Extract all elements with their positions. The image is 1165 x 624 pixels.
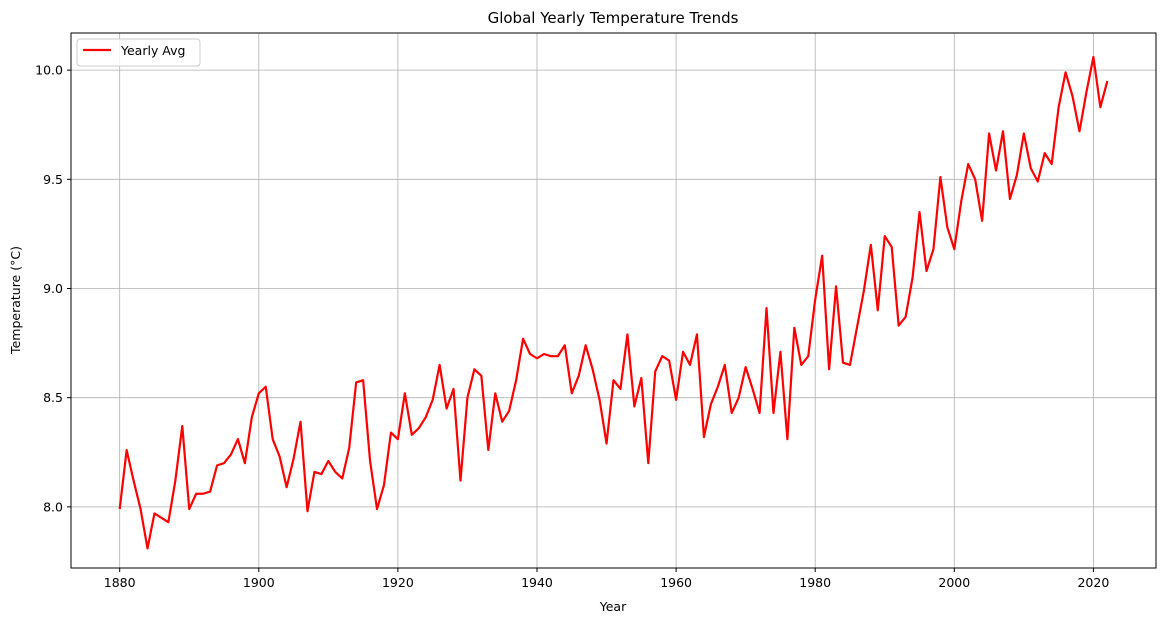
y-axis-ticks: 8.0 8.5 9.0 9.5 10.0 <box>35 63 71 514</box>
y-tick-label: 8.0 <box>43 499 63 514</box>
y-tick-label: 9.5 <box>43 172 63 187</box>
x-tick-label: 1880 <box>104 575 136 590</box>
y-tick-label: 8.5 <box>43 390 63 405</box>
x-tick-label: 2000 <box>938 575 970 590</box>
x-tick-label: 1940 <box>521 575 553 590</box>
x-tick-label: 2020 <box>1077 575 1109 590</box>
y-axis-label: Temperature (°C) <box>8 246 23 355</box>
x-tick-label: 1900 <box>243 575 275 590</box>
series-line-yearly-avg <box>118 55 1109 550</box>
legend-box <box>76 38 201 67</box>
series-layer <box>118 55 1109 550</box>
plot-frame <box>70 32 1157 569</box>
y-tick-label: 10.0 <box>35 63 63 78</box>
chart-title: Global Yearly Temperature Trends <box>488 9 739 27</box>
y-tick-label: 9.0 <box>43 281 63 296</box>
legend: Yearly Avg <box>76 38 201 67</box>
x-tick-label: 1920 <box>382 575 414 590</box>
x-tick-label: 1980 <box>799 575 831 590</box>
x-axis-label: Year <box>599 599 627 614</box>
x-axis-ticks: 1880 1900 1920 1940 1960 1980 2000 2020 <box>104 568 1109 590</box>
legend-label: Yearly Avg <box>120 43 185 58</box>
grid <box>71 33 1156 568</box>
x-tick-label: 1960 <box>660 575 692 590</box>
